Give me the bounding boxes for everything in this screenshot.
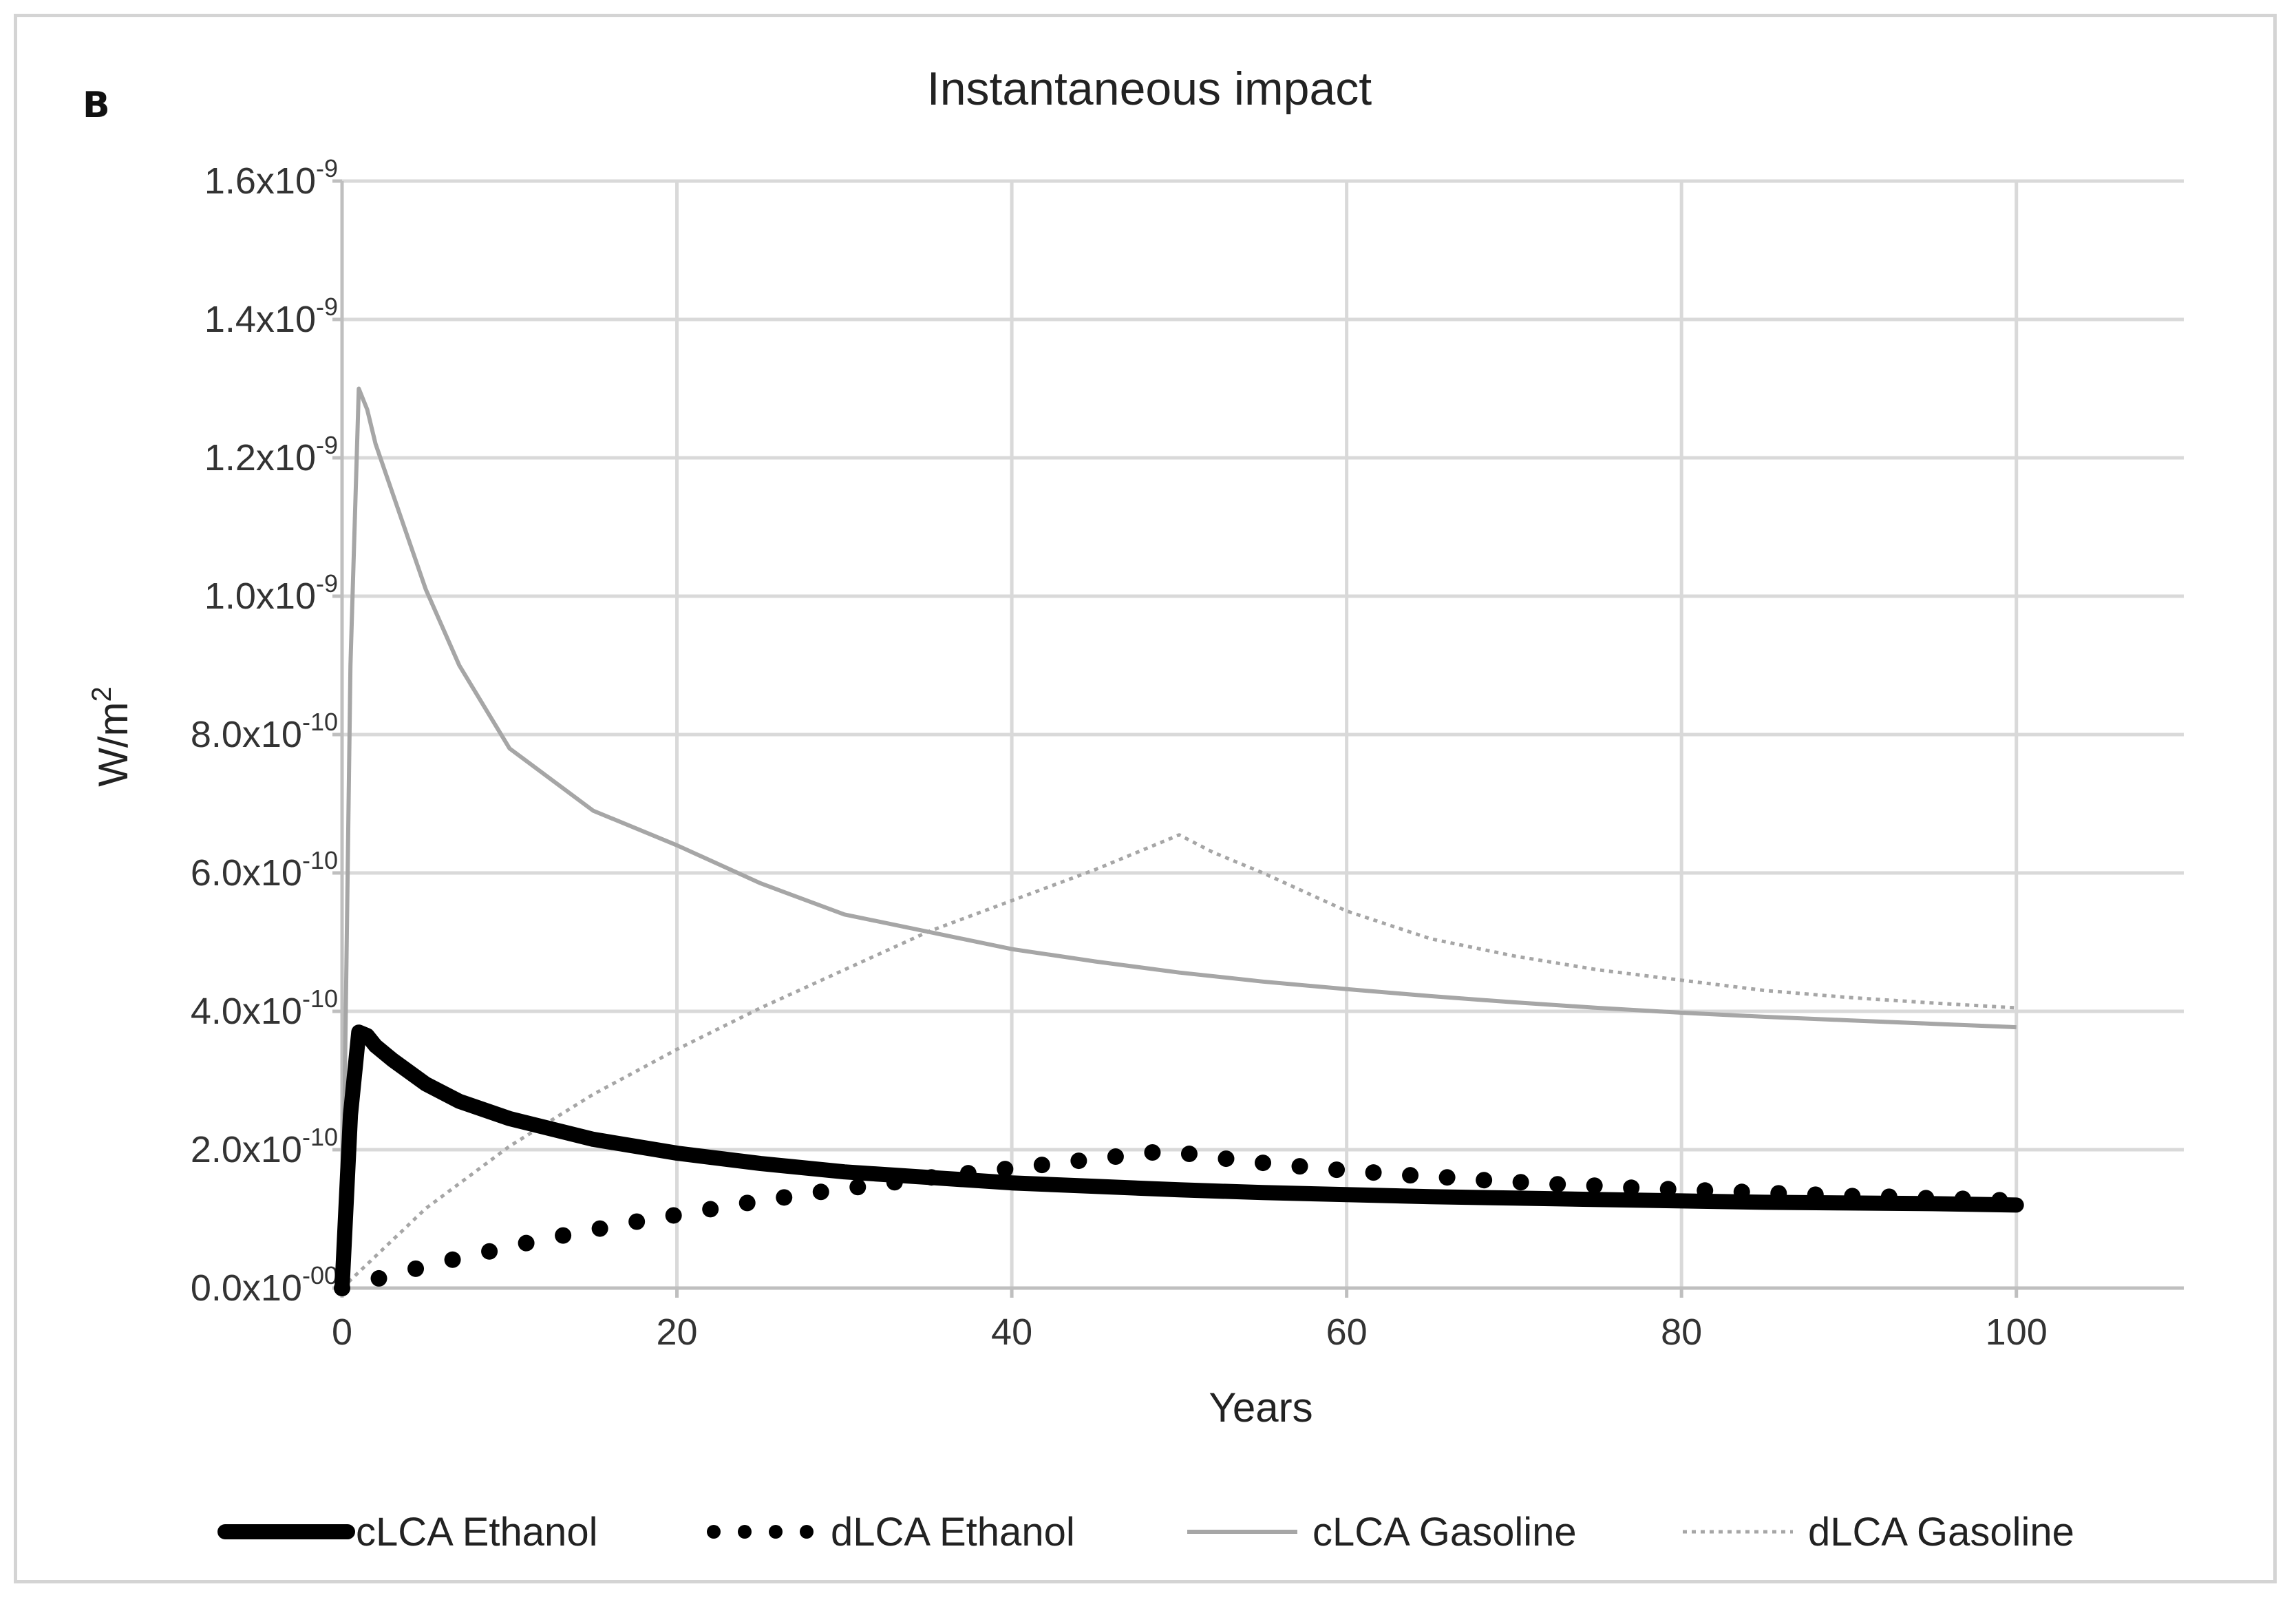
y-tick-label: 4.0x10-10 bbox=[191, 984, 338, 1032]
data-point bbox=[1070, 1152, 1087, 1170]
data-point bbox=[1180, 1146, 1198, 1163]
x-tick-label: 40 bbox=[991, 1311, 1032, 1353]
data-point bbox=[1218, 1150, 1235, 1168]
x-tick-label: 100 bbox=[1986, 1311, 2048, 1353]
chart-frame: B Instantaneous impact 0.0x10-00 2.0x10-1… bbox=[14, 14, 2277, 1583]
legend-swatch bbox=[769, 1525, 783, 1539]
data-point bbox=[1144, 1144, 1161, 1161]
legend-swatch bbox=[707, 1525, 721, 1539]
legend-label: dLCA Ethanol bbox=[831, 1510, 1075, 1554]
data-point bbox=[997, 1161, 1014, 1178]
data-point bbox=[1512, 1174, 1529, 1191]
grid bbox=[342, 179, 2184, 1288]
legend-item-clca-ethanol: cLCA Ethanol bbox=[217, 1510, 597, 1554]
data-point bbox=[1586, 1177, 1603, 1194]
x-axis-label: Years bbox=[1209, 1384, 1312, 1431]
data-point bbox=[1549, 1176, 1566, 1193]
data-point bbox=[591, 1220, 608, 1237]
data-point bbox=[849, 1179, 867, 1196]
series-dlca-gasoline bbox=[341, 833, 2017, 1289]
y-axis-label: W/m2 bbox=[87, 686, 136, 787]
legend-label: cLCA Gasoline bbox=[1312, 1510, 1577, 1554]
y-axis-ticks: 0.0x10-00 2.0x10-10 4.0x10-10 6.0x10-10 8.0x… bbox=[191, 154, 338, 1309]
legend: cLCA Ethanol dLCA Ethanol cLCA Gasoline dLC… bbox=[217, 1510, 2074, 1554]
y-axis-label-base: W/m bbox=[90, 702, 136, 786]
legend-item-dlca-ethanol: dLCA Ethanol bbox=[707, 1510, 1075, 1554]
data-point bbox=[702, 1201, 719, 1218]
chart-title: Instantaneous impact bbox=[927, 63, 1372, 115]
series-clca-gasoline bbox=[340, 386, 2017, 1289]
y-tick-label: 2.0x10-10 bbox=[191, 1123, 338, 1170]
y-tick-label: 6.0x10-10 bbox=[191, 846, 338, 894]
data-point bbox=[1365, 1164, 1382, 1181]
data-point bbox=[1255, 1155, 1271, 1172]
x-axis-ticks: 0 20 40 60 80 100 bbox=[332, 1311, 2048, 1353]
x-tick-label: 60 bbox=[1326, 1311, 1368, 1353]
legend-label: cLCA Ethanol bbox=[356, 1510, 597, 1554]
data-point bbox=[628, 1213, 646, 1230]
data-point bbox=[812, 1183, 829, 1201]
data-point bbox=[776, 1189, 793, 1206]
axes bbox=[332, 179, 2184, 1298]
line-chart: B Instantaneous impact 0.0x10-00 2.0x10-1… bbox=[83, 63, 2184, 1554]
data-point bbox=[1033, 1157, 1050, 1174]
data-point bbox=[1623, 1179, 1640, 1197]
data-point bbox=[1291, 1158, 1308, 1175]
y-tick-label: 1.4x10-9 bbox=[204, 293, 338, 340]
series-clca-ethanol bbox=[334, 1024, 2024, 1296]
series bbox=[334, 386, 2024, 1296]
x-tick-label: 0 bbox=[332, 1311, 352, 1353]
data-point bbox=[555, 1227, 572, 1244]
legend-item-dlca-gasoline: dLCA Gasoline bbox=[1683, 1510, 2074, 1554]
legend-item-clca-gasoline: cLCA Gasoline bbox=[1187, 1510, 1577, 1554]
series-dlca-ethanol bbox=[334, 1144, 2008, 1296]
data-point bbox=[1438, 1169, 1456, 1186]
data-point bbox=[665, 1207, 682, 1224]
y-tick-label: 0.0x10-00 bbox=[191, 1261, 338, 1309]
data-point bbox=[444, 1251, 461, 1268]
panel-label: B bbox=[83, 85, 110, 126]
x-tick-label: 80 bbox=[1661, 1311, 1702, 1353]
data-point bbox=[407, 1260, 425, 1277]
y-tick-label: 1.2x10-9 bbox=[204, 431, 338, 478]
y-tick-label: 8.0x10-10 bbox=[191, 708, 338, 755]
y-axis-label-sup: 2 bbox=[87, 686, 117, 702]
data-point bbox=[1328, 1161, 1346, 1179]
data-point bbox=[518, 1234, 535, 1252]
legend-label: dLCA Gasoline bbox=[1808, 1510, 2074, 1554]
data-point bbox=[481, 1243, 498, 1260]
data-point bbox=[1107, 1148, 1124, 1166]
legend-swatch bbox=[800, 1525, 814, 1539]
y-tick-label: 1.6x10-9 bbox=[204, 154, 338, 202]
data-point bbox=[1402, 1167, 1419, 1184]
x-tick-label: 20 bbox=[657, 1311, 698, 1353]
legend-swatch bbox=[738, 1525, 752, 1539]
y-tick-label: 1.0x10-9 bbox=[204, 569, 338, 617]
data-point bbox=[370, 1269, 387, 1287]
data-point bbox=[738, 1194, 756, 1212]
data-point bbox=[1476, 1172, 1493, 1189]
